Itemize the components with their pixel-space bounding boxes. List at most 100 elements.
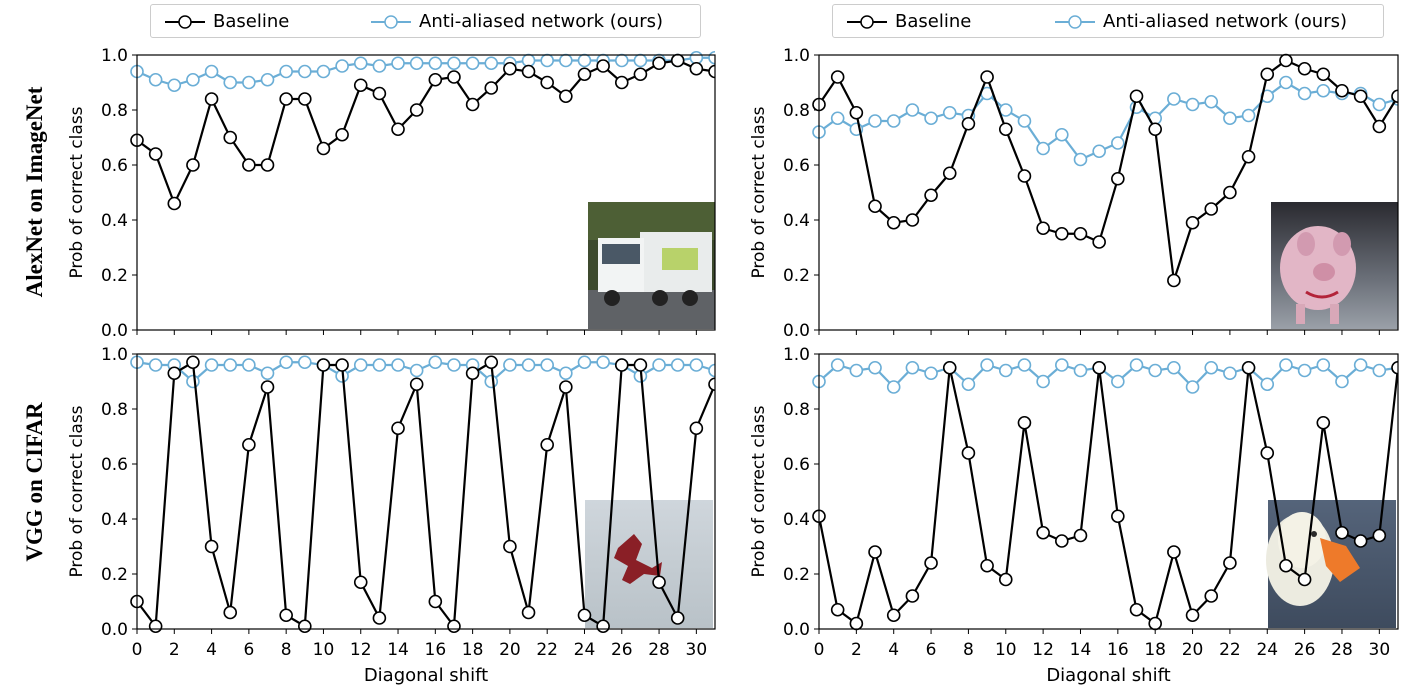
data-point [1017, 169, 1032, 183]
data-point [316, 141, 331, 156]
data-point [708, 363, 715, 378]
y-axis-label: Prob of correct class [67, 106, 87, 278]
data-point [942, 360, 957, 375]
plot-frame [818, 54, 1399, 331]
plot-frame [818, 353, 1399, 630]
legend-right: Baseline Anti-aliased network (ours) [832, 4, 1384, 38]
legend-antialiased-label: Anti-aliased network (ours) [419, 11, 664, 32]
data-point [428, 72, 443, 87]
data-point [391, 56, 405, 71]
data-point [353, 358, 368, 372]
data-point [148, 147, 163, 161]
data-point [577, 67, 592, 82]
data-point [372, 611, 387, 625]
data-point [1279, 75, 1293, 90]
data-point [484, 374, 499, 389]
data-point [391, 122, 405, 137]
data-point [998, 103, 1013, 117]
data-point [428, 355, 443, 370]
data-point [1055, 226, 1069, 241]
data-point [886, 608, 901, 623]
x-tick-label: 6 [926, 640, 937, 660]
data-point [484, 56, 499, 71]
data-point [204, 64, 219, 79]
data-point [316, 64, 331, 79]
data-point [1241, 108, 1256, 123]
data-point [868, 360, 882, 375]
data-point [1223, 185, 1237, 200]
data-point [316, 358, 331, 372]
series-antialiased [812, 75, 1398, 167]
y-tick-label: 0.8 [101, 400, 128, 420]
x-tick-label: 28 [648, 640, 670, 660]
x-tick-label: 22 [1219, 640, 1241, 660]
y-tick-label: 0.8 [783, 101, 810, 121]
data-point [1129, 602, 1144, 617]
data-point [868, 114, 882, 128]
legend-baseline-label: Baseline [213, 11, 290, 32]
data-point [1279, 358, 1293, 372]
data-point [148, 72, 163, 87]
data-point [260, 366, 275, 381]
data-point [260, 72, 275, 87]
x-tick-label: 18 [462, 640, 484, 660]
data-point [1055, 534, 1069, 548]
y-axis-label: Prob of correct class [67, 405, 87, 577]
data-point [540, 358, 554, 372]
y-tick-label: 0.2 [101, 565, 128, 585]
data-point [1129, 358, 1144, 372]
data-point [391, 358, 405, 372]
data-point [1372, 119, 1387, 134]
data-point [1167, 360, 1181, 375]
data-point [465, 97, 480, 112]
data-point [1316, 83, 1331, 98]
data-point [830, 70, 845, 84]
data-point [298, 64, 312, 79]
data-point [1372, 97, 1387, 112]
data-point [521, 605, 536, 620]
data-point [596, 355, 610, 370]
data-point [521, 358, 536, 372]
data-point [298, 355, 312, 370]
data-point [1148, 616, 1162, 631]
data-point [409, 363, 424, 378]
x-tick-label: 14 [1070, 640, 1092, 660]
data-point [148, 619, 163, 634]
data-point [409, 56, 424, 71]
data-point [1372, 528, 1387, 543]
data-point [521, 64, 536, 79]
series-antialiased [130, 50, 715, 93]
data-point [1111, 509, 1125, 524]
data-point [1167, 545, 1181, 559]
data-point [980, 358, 994, 372]
plot-frame [136, 54, 716, 331]
data-point [1073, 226, 1088, 241]
x-tick-label: 12 [350, 640, 372, 660]
data-point [942, 105, 957, 120]
data-point [1297, 363, 1312, 378]
x-tick-label: 14 [387, 640, 409, 660]
data-point [577, 608, 592, 623]
x-tick-label: 30 [686, 640, 708, 660]
y-axis-label: Prob of correct class [749, 106, 769, 278]
data-point [886, 215, 901, 230]
data-point [298, 619, 312, 634]
data-point [689, 61, 704, 76]
data-point [577, 53, 592, 68]
data-point [652, 358, 666, 372]
legend-baseline-icon [847, 15, 887, 29]
data-point [186, 72, 200, 87]
data-point [1148, 363, 1162, 378]
data-point [1297, 61, 1312, 76]
y-tick-label: 1.0 [101, 46, 128, 66]
y-tick-label: 1.0 [783, 345, 810, 365]
data-point [279, 355, 293, 370]
y-axis-label: Prob of correct class [749, 405, 769, 577]
x-tick-label: 22 [536, 640, 558, 660]
data-point [1111, 171, 1125, 186]
data-point [540, 437, 554, 452]
data-point [652, 56, 666, 71]
data-point [1223, 111, 1237, 126]
data-point [204, 358, 219, 372]
